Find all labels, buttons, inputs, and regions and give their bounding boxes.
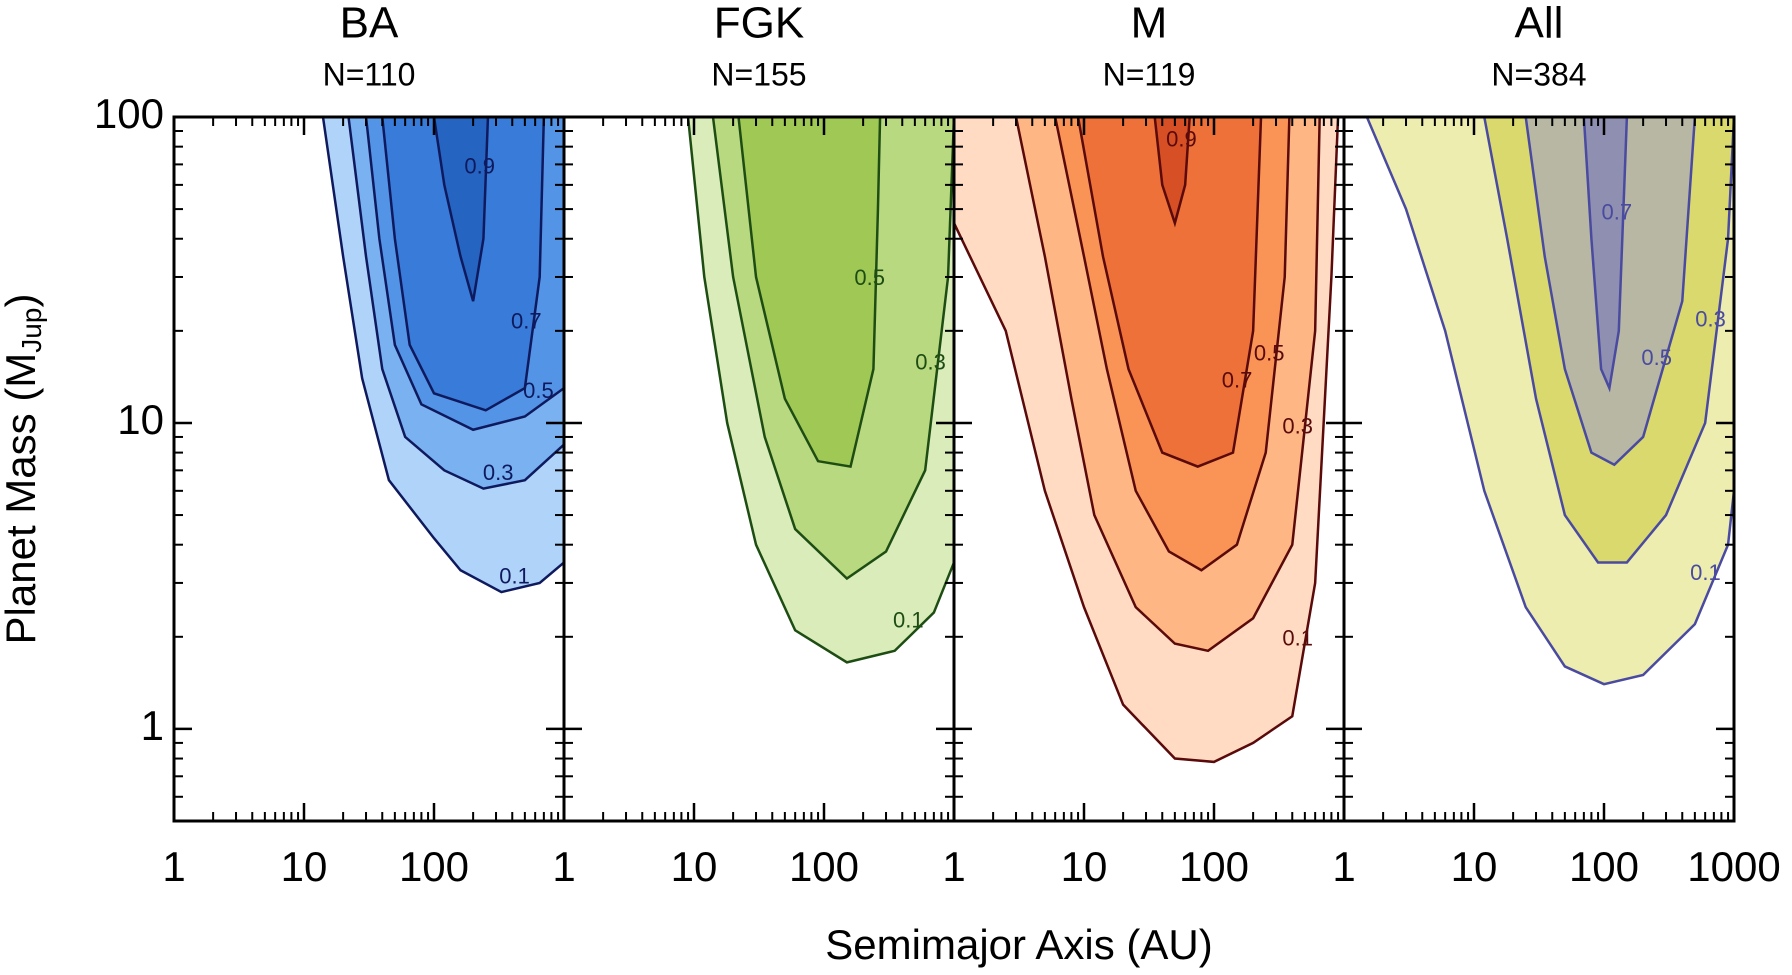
contour-label: 0.3 (915, 349, 946, 374)
plot-area: 0.1 0.3 0.5 0.7 (1365, 117, 1734, 686)
x-tick-label: 100 (399, 843, 469, 890)
contour-line (1014, 117, 1321, 653)
contour-label: 0.1 (499, 563, 530, 588)
x-tick-label: 1000 (1687, 843, 1780, 890)
contour-line (1524, 117, 1697, 467)
x-tick-label: 100 (789, 843, 859, 890)
panel: 0.1 0.3 0.50.7 0.9 M N=119 1 10 100 (942, 0, 1346, 890)
y-tick-label: 100 (94, 90, 164, 137)
contour-label: 0.1 (893, 607, 924, 632)
contour-label: 0.3 (483, 460, 514, 485)
panel-title: M (1131, 0, 1168, 48)
contour-region (434, 117, 488, 302)
contour-label: 0.3 (1282, 414, 1313, 439)
contour-region (1078, 117, 1262, 467)
contour-label: 0.3 (1695, 307, 1726, 332)
contour-line (321, 117, 564, 594)
contour-line (364, 117, 564, 432)
contour-label: 0.1 (1690, 560, 1721, 585)
plot-area: 0.1 0.3 0.5 0.7 0.9 (321, 117, 564, 594)
x-tick-label: 100 (1179, 843, 1249, 890)
y-axis-label-end: ) (0, 294, 44, 308)
contour-region (1484, 117, 1734, 563)
panel-subtitle: N=384 (1491, 56, 1586, 92)
contour-line (686, 117, 954, 664)
y-axis-label-main: Planet Mass (M (0, 353, 44, 645)
panel-frame (1342, 115, 1736, 823)
contour-region (738, 117, 881, 467)
contour-label: 0.9 (464, 154, 495, 179)
contour-line (1053, 117, 1291, 572)
contour-line (432, 117, 490, 302)
contour-region (322, 117, 564, 593)
contour-region (712, 117, 954, 579)
contour-line (1483, 117, 1734, 564)
panel-subtitle: N=155 (711, 56, 806, 92)
panel-title: All (1515, 0, 1564, 48)
contour-line (347, 117, 564, 490)
panel-subtitle: N=110 (323, 56, 416, 92)
contour-region (1583, 117, 1627, 389)
panel: 0.1 0.3 0.5 0.7 0.9 BA N=110 1 10 100 1 10 100 (94, 0, 566, 890)
contour-line (381, 117, 546, 412)
y-tick-label: 10 (117, 396, 164, 443)
plot-area: 0.1 0.3 0.50.7 0.9 (954, 117, 1340, 764)
x-tick-label: 10 (671, 843, 718, 890)
contour-line (711, 117, 954, 581)
contour-label: 0.5 (1254, 341, 1285, 366)
x-axis-label: Semimajor Axis (AU) (825, 921, 1212, 968)
x-tick-label: 1 (162, 843, 185, 890)
y-axis-label: Planet Mass (MJup) (0, 294, 47, 645)
panel-title: BA (340, 0, 399, 48)
x-tick-label: 100 (1569, 843, 1639, 890)
x-tick-label: 1 (1332, 843, 1355, 890)
y-tick-label: 1 (141, 702, 164, 749)
contour-region (1055, 117, 1290, 571)
panel-subtitle: N=119 (1103, 56, 1196, 92)
contour-line (737, 117, 882, 469)
contour-label: 0.5 (854, 265, 885, 290)
contour-label: 0.7 (511, 308, 542, 333)
x-tick-label: 10 (1451, 843, 1498, 890)
contour-label: 0.7 (1602, 200, 1633, 225)
contour-label: 0.1 (1282, 625, 1313, 650)
contour-label: 0.5 (523, 378, 554, 403)
contour-label: 0.9 (1166, 127, 1197, 152)
contour-label: 0.7 (1222, 368, 1253, 393)
panel: 0.1 0.3 0.5 FGK N=155 1 10 100 (552, 0, 956, 890)
contour-label: 0.5 (1641, 345, 1672, 370)
x-tick-label: 1 (552, 843, 575, 890)
y-axis-label-sub: Jup (16, 308, 47, 353)
contour-line (1365, 117, 1734, 686)
x-tick-label: 10 (1061, 843, 1108, 890)
plot-area: 0.1 0.3 0.5 (686, 117, 954, 664)
contour-line (954, 117, 1340, 764)
contour-line (1076, 117, 1263, 468)
x-tick-label: 10 (281, 843, 328, 890)
contour-region (1016, 117, 1320, 651)
x-tick-label: 1 (942, 843, 965, 890)
panel: 0.1 0.3 0.5 0.7 All N=384 1 10 100 1000 (1332, 0, 1780, 890)
contour-line (1582, 117, 1629, 393)
panel-title: FGK (714, 0, 804, 48)
contour-line (1153, 117, 1191, 228)
